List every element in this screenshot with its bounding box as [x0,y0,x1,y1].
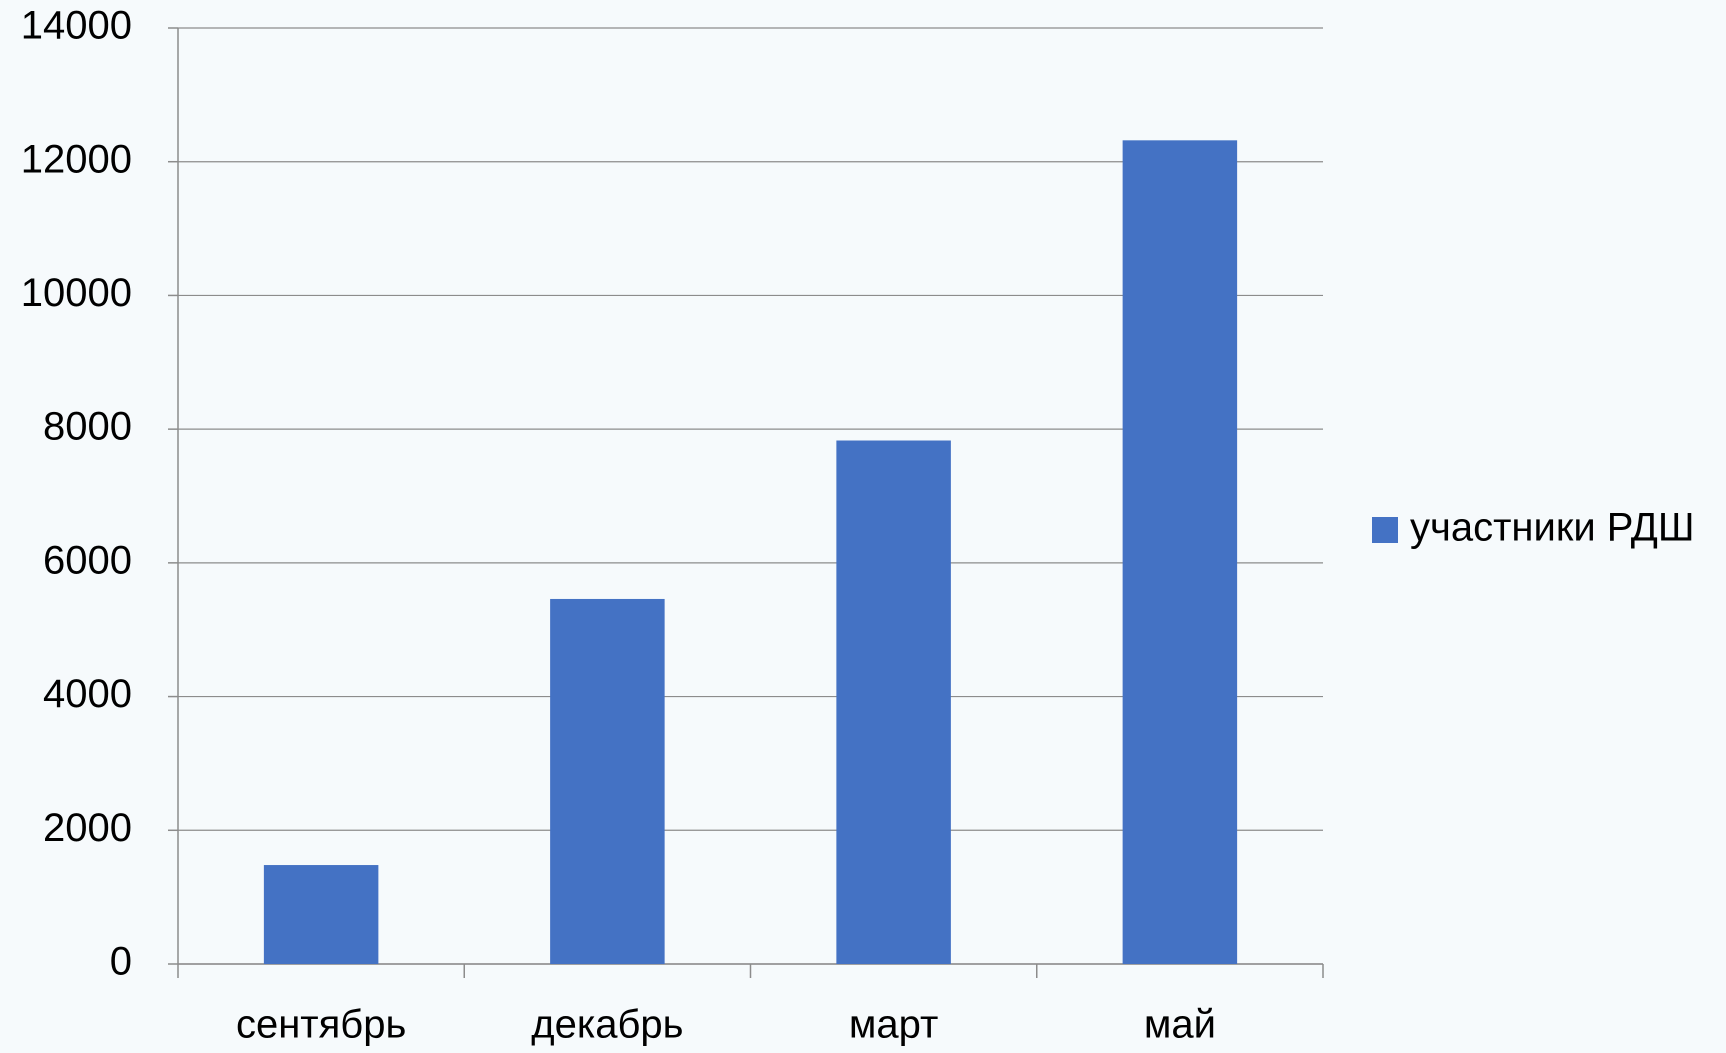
y-tick-label: 0 [110,940,132,984]
y-tick-label: 14000 [21,4,132,48]
legend-swatch [1372,517,1398,543]
y-tick-label: 6000 [43,538,132,582]
y-tick-label: 8000 [43,405,132,449]
chart: 0 2000 4000 6000 8000 10000 12000 14000 сентябрь… [0,0,1726,1053]
y-tick-label: 4000 [43,672,132,716]
page: 0 2000 4000 6000 8000 10000 12000 14000 сентябрь… [0,0,1726,1053]
bar [264,865,379,964]
y-tick-label: 10000 [21,271,132,315]
y-tick-label: 2000 [43,806,132,850]
x-tick-label: декабрь [531,1003,683,1047]
x-tick-label: сентябрь [236,1003,406,1047]
bar [836,441,951,964]
bar [1123,140,1238,964]
y-tick-label: 12000 [21,137,132,181]
legend-label: участники РДШ [1410,506,1695,550]
bar [550,599,665,964]
x-tick-label: май [1144,1003,1216,1047]
x-tick-label: март [849,1003,938,1047]
